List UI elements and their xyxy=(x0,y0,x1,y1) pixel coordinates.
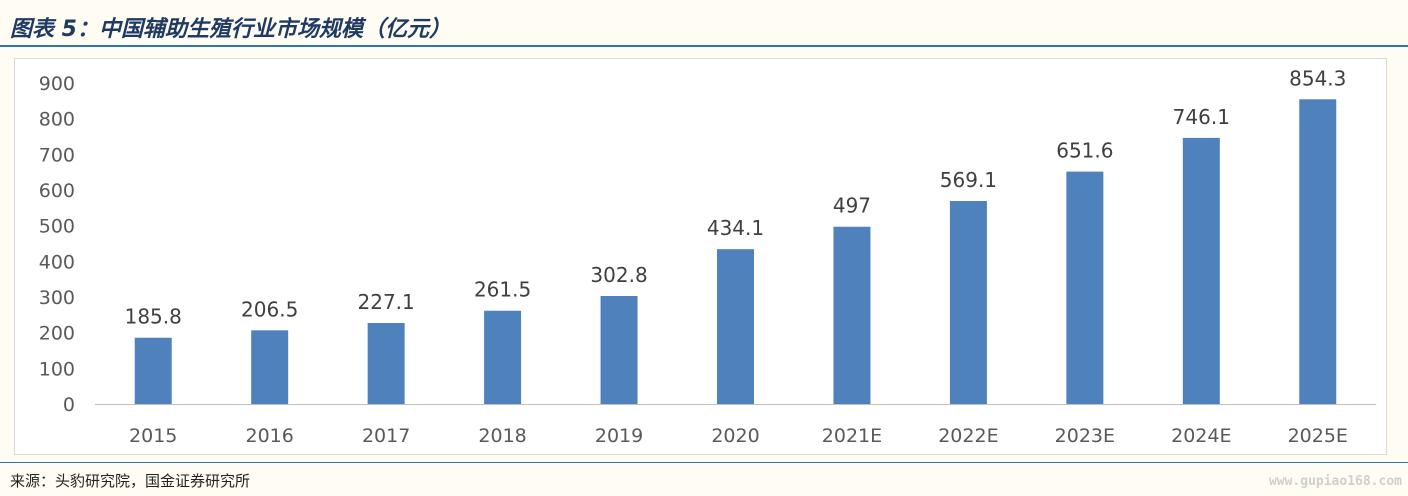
x-tick-label: 2020 xyxy=(711,425,759,447)
x-tick-label: 2017 xyxy=(362,425,410,447)
bar xyxy=(1182,137,1220,404)
x-tick-label: 2025E xyxy=(1288,425,1348,447)
y-tick-label: 500 xyxy=(39,216,75,238)
data-labels: 185.8 206.5 227.1 261.5 302.8 434.1 497 569.1 65… xyxy=(125,66,1347,328)
y-tick-label: 400 xyxy=(39,251,75,273)
bar-value-label: 854.3 xyxy=(1289,66,1346,90)
y-tick-label: 700 xyxy=(39,144,75,166)
bar-value-label: 206.5 xyxy=(241,297,298,321)
bar xyxy=(833,226,871,404)
x-tick-label: 2024E xyxy=(1171,425,1231,447)
bar xyxy=(134,337,172,404)
bar-value-label: 185.8 xyxy=(125,305,182,329)
bar xyxy=(484,310,522,404)
bar-value-label: 746.1 xyxy=(1173,105,1230,129)
bar xyxy=(251,330,289,404)
bar-value-label: 302.8 xyxy=(590,263,647,287)
bar-value-label: 569.1 xyxy=(940,168,997,192)
source-note: 来源：头豹研究院，国金证券研究所 xyxy=(10,472,251,490)
bar-value-label: 261.5 xyxy=(474,278,531,302)
y-tick-label: 900 xyxy=(39,73,75,95)
x-tick-label: 2016 xyxy=(246,425,294,447)
header-rule xyxy=(0,45,1408,47)
y-tick-label: 600 xyxy=(39,180,75,202)
x-tick-label: 2021E xyxy=(822,425,882,447)
footer-rule xyxy=(0,462,1408,463)
bar-series xyxy=(134,99,1337,404)
y-axis: 0 100 200 300 400 500 600 700 800 900 xyxy=(39,73,75,416)
bar-value-label: 227.1 xyxy=(358,290,415,314)
bar xyxy=(367,323,405,404)
x-axis: 2015 2016 2017 2018 2019 2020 2021E 2022E 2023E 2… xyxy=(95,404,1376,447)
x-tick-label: 2023E xyxy=(1055,425,1115,447)
y-tick-label: 300 xyxy=(39,287,75,309)
bar xyxy=(1066,171,1104,404)
chart-frame: 0 100 200 300 400 500 600 700 800 900 185.8 206.5 2… xyxy=(14,58,1387,455)
y-tick-label: 100 xyxy=(39,358,75,380)
watermark: www.gupiao168.com xyxy=(1268,474,1402,489)
bar-value-label: 497 xyxy=(833,194,871,218)
y-tick-label: 0 xyxy=(63,394,75,416)
y-tick-label: 200 xyxy=(39,323,75,345)
bar xyxy=(949,201,987,404)
figure-header: 图表 5：中国辅助生殖行业市场规模（亿元） xyxy=(0,0,1408,48)
bar-value-label: 434.1 xyxy=(707,216,764,240)
bar xyxy=(717,249,754,404)
x-tick-label: 2015 xyxy=(129,425,177,447)
x-tick-label: 2022E xyxy=(938,425,998,447)
bar xyxy=(600,296,638,404)
bar-value-label: 651.6 xyxy=(1056,139,1113,163)
bar xyxy=(1299,99,1337,404)
x-tick-label: 2019 xyxy=(595,425,643,447)
figure-title: 图表 5：中国辅助生殖行业市场规模（亿元） xyxy=(10,17,451,42)
bar-chart: 0 100 200 300 400 500 600 700 800 900 185.8 206.5 2… xyxy=(39,66,1376,447)
y-tick-label: 800 xyxy=(39,109,75,131)
x-tick-label: 2018 xyxy=(478,425,526,447)
